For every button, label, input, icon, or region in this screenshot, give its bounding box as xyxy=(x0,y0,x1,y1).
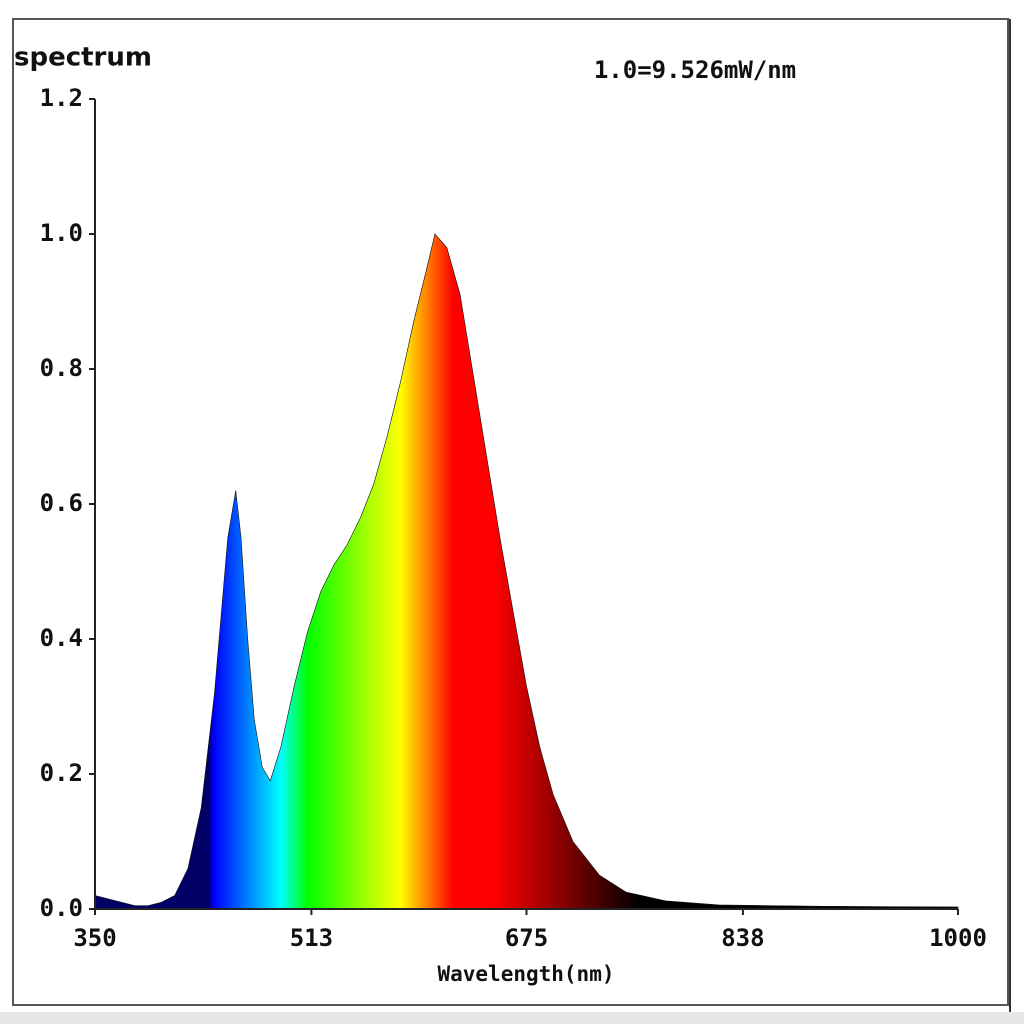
y-tick-label: 0.0 xyxy=(40,894,83,922)
y-tick-label: 1.2 xyxy=(40,84,83,112)
y-tick-label: 0.4 xyxy=(40,624,83,652)
x-tick-label: 350 xyxy=(73,924,116,952)
x-axis-label: Wavelength(nm) xyxy=(437,962,614,986)
chart-title: spectrum xyxy=(14,43,152,73)
x-tick-label: 675 xyxy=(505,924,548,952)
spectrum-area xyxy=(94,233,959,910)
x-tick-label: 513 xyxy=(290,924,333,952)
x-tick-label: 1000 xyxy=(929,924,987,952)
y-tick-label: 0.6 xyxy=(40,489,83,517)
bottom-band xyxy=(0,1012,1024,1024)
annotation: 1.0=9.526mW/nm xyxy=(594,56,796,84)
y-tick-label: 1.0 xyxy=(40,219,83,247)
frame xyxy=(12,18,1009,1006)
y-tick-label: 0.8 xyxy=(40,354,83,382)
x-tick-label: 838 xyxy=(721,924,764,952)
y-tick-label: 0.2 xyxy=(40,759,83,787)
